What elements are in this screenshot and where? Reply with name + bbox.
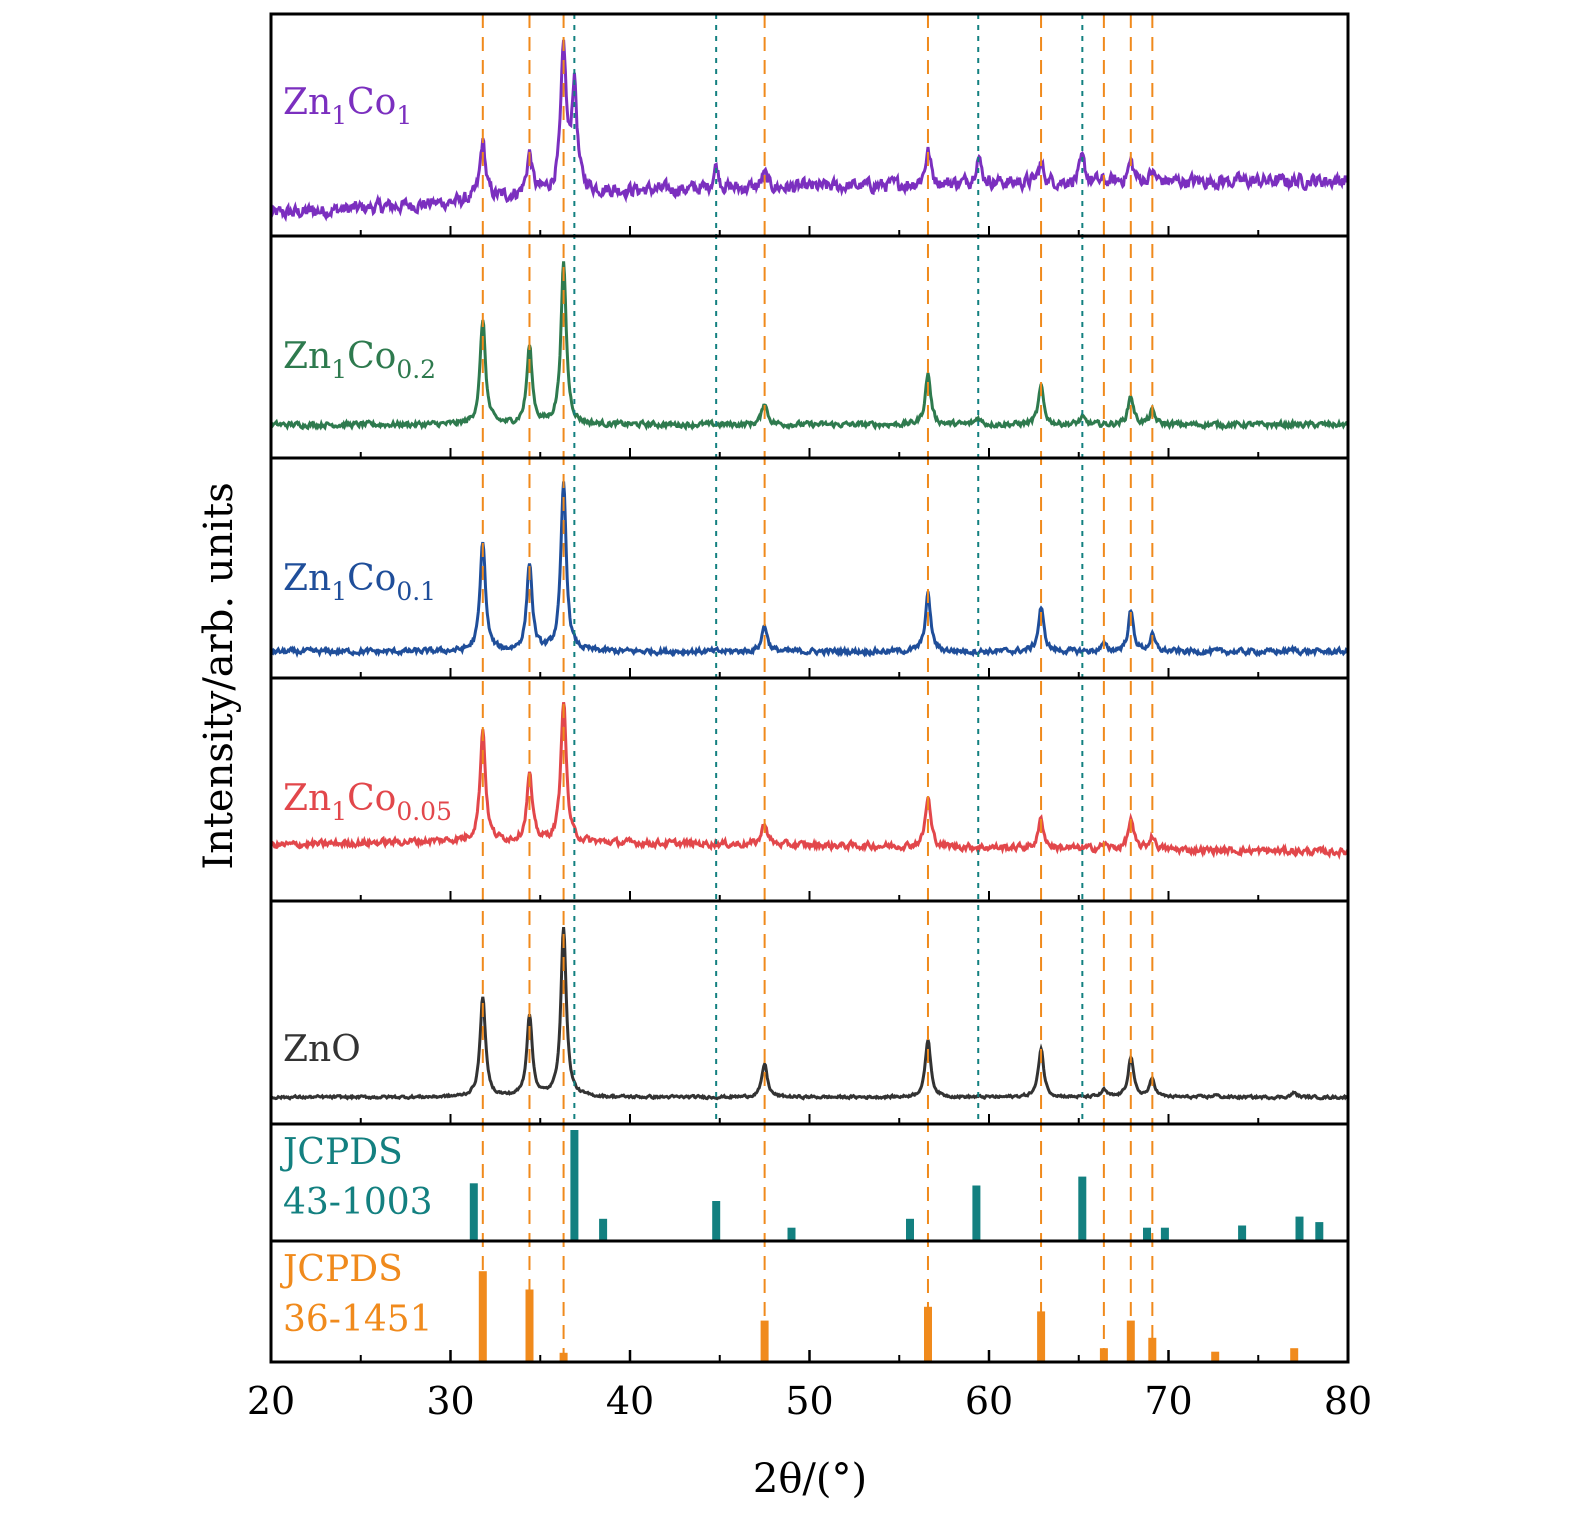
series-label-Zn1Co0-2: Zn1Co0.2 bbox=[283, 336, 436, 384]
x-tick-label-40: 40 bbox=[606, 1379, 654, 1423]
reference-stick-teal-8 bbox=[1143, 1227, 1151, 1241]
reference-stick-teal-7 bbox=[1078, 1176, 1087, 1241]
panel-frames-group bbox=[269, 12, 1350, 1364]
spectrum-line-Zn1Co0-05 bbox=[269, 701, 1349, 861]
reference-stick-orange-7 bbox=[1126, 1320, 1135, 1362]
spectrum-line-Zn1Co0-1 bbox=[269, 481, 1349, 658]
reference-stick-orange-0 bbox=[478, 1271, 487, 1363]
reference-label-line1-0: JCPDS bbox=[279, 1132, 403, 1173]
reference-stick-teal-11 bbox=[1295, 1216, 1304, 1241]
reference-label-line1-1: JCPDS bbox=[279, 1249, 403, 1290]
series-label-Zn1Co0-1: Zn1Co0.1 bbox=[283, 558, 436, 606]
series-label-ZnO: ZnO bbox=[283, 1029, 361, 1070]
reference-stick-teal-1 bbox=[570, 1130, 579, 1241]
reference-stick-orange-3 bbox=[760, 1320, 769, 1362]
panels-group bbox=[269, 39, 1350, 1363]
series-label-Zn1Co1: Zn1Co1 bbox=[283, 82, 412, 130]
series-label-Zn1Co0-05: Zn1Co0.05 bbox=[283, 778, 452, 826]
reference-stick-teal-3 bbox=[712, 1201, 721, 1241]
x-tick-label-50: 50 bbox=[785, 1379, 833, 1423]
reference-label-line2-0: 43-1003 bbox=[283, 1182, 433, 1223]
reference-stick-teal-10 bbox=[1238, 1225, 1247, 1241]
spectrum-line-Zn1Co0-2 bbox=[269, 261, 1350, 432]
x-tick-label-80: 80 bbox=[1324, 1379, 1372, 1423]
panel-labels-group: Zn1Co1 Zn1Co0.2 Zn1Co0.1 Zn1Co0.05 ZnO JCPDS 4… bbox=[279, 82, 452, 1340]
reference-stick-teal-4 bbox=[787, 1227, 796, 1241]
reference-stick-orange-9 bbox=[1211, 1351, 1220, 1362]
x-tick-label-70: 70 bbox=[1144, 1379, 1192, 1423]
y-axis-title: Intensity/arb. units bbox=[196, 482, 242, 869]
reference-stick-teal-5 bbox=[906, 1218, 914, 1241]
reference-stick-teal-0 bbox=[469, 1183, 478, 1241]
x-axis-group: 20 30 40 50 60 70 80 bbox=[247, 1350, 1372, 1423]
reference-stick-orange-10 bbox=[1290, 1348, 1299, 1362]
spectrum-line-Zn1Co1 bbox=[269, 39, 1350, 223]
x-tick-label-60: 60 bbox=[965, 1379, 1013, 1423]
reference-label-line2-1: 36-1451 bbox=[283, 1299, 433, 1340]
spectrum-line-ZnO bbox=[270, 926, 1350, 1101]
reference-stick-teal-6 bbox=[972, 1185, 981, 1241]
x-tick-label-20: 20 bbox=[247, 1379, 295, 1423]
reference-stick-teal-2 bbox=[599, 1218, 608, 1241]
plot-frame bbox=[269, 12, 1350, 1364]
x-tick-label-30: 30 bbox=[426, 1379, 474, 1423]
reference-stick-teal-12 bbox=[1315, 1222, 1324, 1241]
reference-stick-teal-9 bbox=[1160, 1227, 1169, 1241]
reference-lines-group bbox=[481, 14, 1154, 1362]
x-axis-title: 2θ/(°) bbox=[753, 1456, 867, 1502]
